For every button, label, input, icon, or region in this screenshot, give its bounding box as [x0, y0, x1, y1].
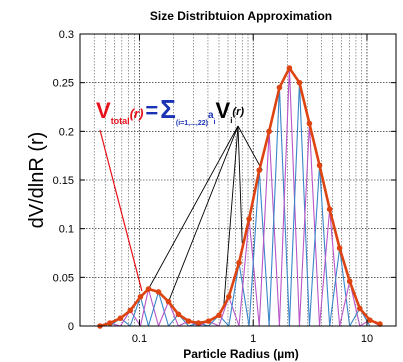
basis-functions [99, 68, 381, 327]
total-data-point [195, 320, 202, 326]
total-data-point [107, 320, 113, 326]
total-data-point [326, 206, 333, 212]
y-tick-label: 0.1 [59, 224, 74, 236]
eq-v-i-sub: i [230, 116, 232, 125]
x-tick-label: 10 [361, 333, 373, 345]
total-data-point [175, 311, 182, 318]
y-tick-label: 0.15 [53, 175, 74, 187]
total-data-point [266, 128, 272, 135]
basis-pointer-line [168, 125, 239, 302]
eq-a: a [208, 110, 214, 121]
eq-total-sub: total [111, 116, 130, 126]
total-data-point [165, 298, 172, 305]
total-data-point [155, 289, 162, 295]
total-data-point [205, 318, 212, 324]
eq-v-i-arg: (r) [232, 106, 244, 118]
basis-pointer-line [148, 125, 239, 290]
annotation-pointers [99, 125, 263, 307]
total-data-point [256, 167, 263, 174]
y-tick-label: 0.2 [59, 126, 74, 138]
total-data-point [226, 294, 232, 300]
total-data-point [145, 286, 152, 292]
total-data-point [316, 162, 323, 169]
basis-function-20 [288, 82, 310, 327]
total-data-point [137, 294, 144, 300]
basis-function-7 [157, 300, 179, 327]
equation-annotation: Vtotal(r)=Σ(i=1,...,22)aiVi(r) [96, 94, 244, 127]
eq-equals: = [145, 98, 158, 123]
total-pointer-line [99, 129, 143, 292]
total-data-point [377, 321, 383, 327]
x-tick-label: 0.1 [132, 333, 147, 345]
chart-title: Size Distribtuion Approximation [150, 9, 332, 23]
total-data-point [367, 317, 373, 323]
x-axis-label: Particle Radius (µm) [183, 347, 299, 361]
basis-function-19 [278, 68, 301, 327]
total-data-point [306, 120, 313, 127]
y-tick-label: 0.25 [53, 78, 74, 90]
total-data-point [117, 315, 124, 322]
x-tick-label: 1 [250, 333, 256, 345]
eq-a-sub: i [214, 119, 216, 126]
y-tick-label: 0 [68, 321, 74, 333]
total-data-point [286, 65, 293, 71]
axes: 0 0.05 0.1 0.15 0.2 0.25 0.3 0.1 1 10 [53, 29, 396, 345]
eq-v-i: V [216, 98, 231, 123]
total-data-point [276, 84, 283, 91]
total-data-point [336, 245, 343, 251]
basis-pointer-line [237, 125, 243, 244]
total-data-point [346, 278, 353, 285]
total-data-point [246, 216, 252, 222]
basis-function-14 [228, 262, 250, 327]
y-axis-label: dV/dlnR (r) [26, 132, 48, 229]
total-data-point [127, 307, 134, 314]
y-tick-label: 0.05 [53, 272, 74, 284]
total-series [97, 65, 383, 329]
y-tick-label: 0.3 [59, 29, 74, 41]
eq-sigma-sub: (i=1,...,22) [176, 120, 208, 127]
total-data-point [296, 79, 303, 86]
grid [80, 34, 396, 326]
basis-pointer-line [237, 125, 263, 171]
basis-pointer-line [223, 125, 239, 307]
eq-v-total: V [96, 98, 111, 123]
total-data-point [357, 305, 363, 312]
total-data-point [185, 318, 192, 324]
eq-sigma: Σ [160, 94, 176, 124]
total-data-point [236, 259, 242, 266]
total-data-point [216, 312, 222, 319]
eq-total-arg: (r) [130, 106, 144, 121]
